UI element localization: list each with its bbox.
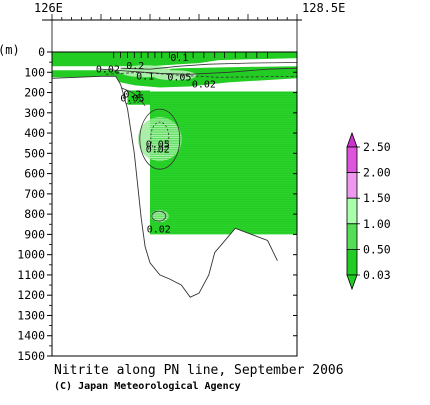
contour-slope-02 [120,87,146,106]
y-tick-label: 600 [24,167,45,181]
y-tick-label: 700 [24,187,45,201]
y-tick-label: 900 [24,227,45,241]
fill-mid-lens [152,70,197,81]
colorbar-segment [346,197,358,225]
y-tick-label: 1200 [17,288,45,302]
colorbar-label: 1.50 [363,191,391,205]
y-tick-label: 500 [24,146,45,160]
fill-slope-upper [127,90,150,105]
fill-surface-layer [52,52,297,67]
contour-label: 0.05 [167,72,191,83]
colorbar-label: 2.00 [363,166,391,180]
colorbar: 2.50 2.00 1.50 1.00 0.50 0.03 [346,131,391,291]
x-axis-top [42,14,302,52]
colorbar-segment [346,146,358,174]
y-tick-label: 1500 [17,349,45,363]
y-axis: 0 100 200 300 400 500 600 700 800 900 1000 1100 1200… [17,45,297,363]
x-axis-right-label: 128.5E [302,1,345,15]
contour-core-005 [150,121,170,153]
contour-slope-005 [125,100,146,105]
contour-label: 0.02 [96,64,120,75]
y-tick-label: 300 [24,106,45,120]
contour-labels-layer: 0.10.020.10.20.050.020.20.050.050.020.02 [96,53,216,235]
contour-label: 0.05 [146,139,170,150]
y-tick-label: 200 [24,86,45,100]
y-tick-label: 1400 [17,329,45,343]
y-tick-label: 1000 [17,248,45,262]
contour-label: 0.05 [120,94,144,105]
y-tick-label: 400 [24,126,45,140]
seafloor-mask [52,76,297,357]
contour-002-upper [100,67,298,75]
contour-005-upper [105,71,298,78]
colorbar-segment [346,172,358,199]
y-tick-label: 0 [38,45,45,59]
colorbar-label: 0.50 [363,242,391,256]
y-tick-label: 800 [24,207,45,221]
colorbar-label: 2.50 [363,140,391,154]
contour-core-002 [139,108,181,170]
x-axis-left-label: 126E [34,1,63,15]
fill-core-lens [137,117,182,162]
contour-label: 0.02 [192,80,216,91]
contour-label: 0.2 [123,90,141,101]
chart-credit: (C) Japan Meteorological Agency [54,380,241,392]
contour-deep-002 [151,210,167,222]
y-axis-label: (m) [0,43,20,57]
contour-label: 0.1 [170,53,188,64]
seafloor-line [51,75,278,298]
colorbar-segment [346,248,358,276]
colorbar-label: 1.00 [363,217,391,231]
contour-label: 0.2 [126,61,144,72]
contour-label: 0.1 [136,71,154,82]
contour-01-upper [120,62,298,70]
colorbar-segment [346,223,358,250]
bottom-topography-layer [51,75,297,357]
contour-label: 0.02 [147,224,171,235]
colorbar-label: 0.03 [363,268,391,282]
y-tick-label: 1100 [17,268,45,282]
chart-title: Nitrite along PN line, September 2006 [54,363,344,378]
contour-label: 0.02 [146,144,170,155]
colorbar-bottom-cap [346,274,358,291]
y-tick-label: 100 [24,65,45,79]
y-tick-label: 1300 [17,308,45,322]
contour-lines-layer [100,52,298,222]
